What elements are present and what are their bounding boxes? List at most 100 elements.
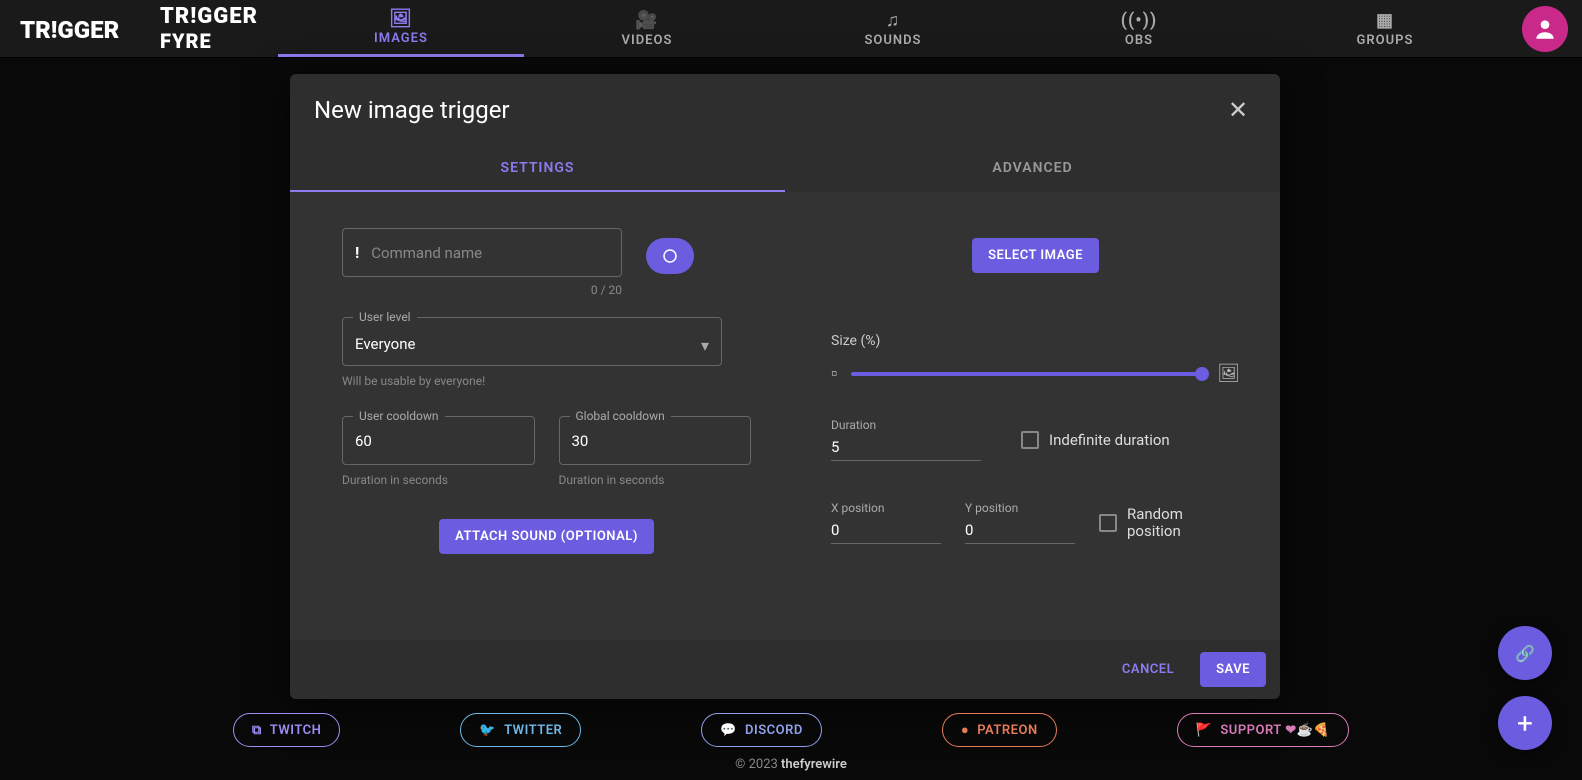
- twitch-link[interactable]: ⧉ TWITCH: [233, 713, 340, 747]
- y-position-field: Y position: [965, 501, 1075, 544]
- size-slider-thumb[interactable]: [1195, 367, 1209, 381]
- random-position-row[interactable]: Randomposition: [1099, 506, 1183, 539]
- support-icon: 🚩: [1196, 723, 1213, 738]
- tab-settings[interactable]: SETTINGS: [290, 146, 785, 192]
- twitch-icon: ⧉: [252, 723, 262, 738]
- attach-sound-row: ATTACH SOUND (OPTIONAL): [342, 519, 751, 554]
- footer: ⧉ TWITCH 🐦TWITTER 💬 DISCORD ● PATREON 🚩 SUPP…: [0, 690, 1582, 780]
- avatar[interactable]: [1522, 6, 1568, 52]
- video-icon: 🎥: [635, 10, 658, 31]
- save-button[interactable]: SAVE: [1200, 652, 1266, 687]
- user-level-label: User level: [353, 310, 417, 324]
- twitch-label: TWITCH: [270, 723, 322, 738]
- image-large-icon: 🖼: [1217, 363, 1240, 384]
- copyright-brand: thefyrewire: [781, 757, 847, 772]
- user-cooldown-label: User cooldown: [353, 409, 445, 423]
- nav-tab-label: OBS: [1125, 33, 1153, 48]
- x-position-label: X position: [831, 501, 941, 515]
- patreon-label: PATREON: [977, 723, 1037, 738]
- discord-icon: 💬: [720, 723, 737, 738]
- twitter-link[interactable]: 🐦TWITTER: [460, 713, 581, 747]
- x-position-field: X position: [831, 501, 941, 544]
- image-small-icon: ▫: [831, 363, 837, 384]
- command-row: ! 0 / 20: [342, 228, 751, 297]
- image-icon: 🖼: [389, 8, 413, 29]
- settings-right-column: SELECT IMAGE Size (%) ▫ 🖼 Duration: [831, 228, 1240, 620]
- copyright: © 2023 thefyrewire: [735, 757, 847, 772]
- cooldown-row: User cooldown Duration in seconds Global…: [342, 416, 751, 487]
- patreon-icon: ●: [961, 722, 969, 738]
- tab-advanced[interactable]: ADVANCED: [785, 146, 1280, 192]
- patreon-link[interactable]: ● PATREON: [942, 713, 1057, 747]
- logo[interactable]: TR!GGER TR!GGERFYRE: [0, 4, 278, 54]
- chevron-down-icon: ▾: [701, 336, 709, 355]
- user-cooldown-wrap[interactable]: User cooldown: [342, 416, 535, 465]
- indefinite-checkbox[interactable]: [1021, 431, 1039, 449]
- command-name-input[interactable]: [371, 244, 571, 262]
- user-level-value: Everyone: [355, 335, 415, 353]
- footer-links: ⧉ TWITCH 🐦TWITTER 💬 DISCORD ● PATREON 🚩 SUPP…: [233, 713, 1349, 747]
- y-position-label: Y position: [965, 501, 1075, 515]
- user-cooldown-helper: Duration in seconds: [342, 473, 535, 487]
- size-label: Size (%): [831, 333, 1240, 349]
- position-row: X position Y position Randomposition: [831, 501, 1240, 544]
- command-prefix: !: [355, 243, 359, 262]
- global-cooldown-helper: Duration in seconds: [559, 473, 752, 487]
- global-cooldown-field: Global cooldown Duration in seconds: [559, 416, 752, 487]
- copyright-prefix: © 2023: [735, 757, 781, 772]
- dialog-body: ! 0 / 20 User level Everyone ▾ Will be u…: [290, 192, 1280, 640]
- user-icon: [1532, 16, 1558, 42]
- nav-tab-label: IMAGES: [374, 31, 428, 46]
- select-image-row: SELECT IMAGE: [831, 238, 1240, 273]
- user-cooldown-input[interactable]: [355, 432, 522, 450]
- user-level-select[interactable]: User level Everyone ▾: [342, 317, 722, 366]
- global-cooldown-input[interactable]: [572, 432, 739, 450]
- support-link[interactable]: 🚩 SUPPORT ❤☕🍕: [1177, 713, 1349, 747]
- nav-tab-label: VIDEOS: [622, 33, 673, 48]
- nav-tab-label: SOUNDS: [864, 33, 921, 48]
- add-fab[interactable]: +: [1498, 696, 1552, 750]
- top-nav: TR!GGER TR!GGERFYRE 🖼 IMAGES 🎥 VIDEOS ♫ …: [0, 0, 1582, 58]
- close-button[interactable]: ✕: [1220, 92, 1256, 128]
- music-icon: ♫: [886, 10, 901, 31]
- user-level-helper: Will be usable by everyone!: [342, 374, 751, 388]
- size-slider-row: ▫ 🖼: [831, 363, 1240, 384]
- grid-icon: ▦: [1376, 10, 1394, 31]
- select-image-button[interactable]: SELECT IMAGE: [972, 238, 1099, 273]
- size-slider[interactable]: [851, 372, 1203, 376]
- user-cooldown-field: User cooldown Duration in seconds: [342, 416, 535, 487]
- global-cooldown-wrap[interactable]: Global cooldown: [559, 416, 752, 465]
- link-fab[interactable]: 🔗: [1498, 626, 1552, 680]
- global-cooldown-label: Global cooldown: [570, 409, 671, 423]
- duration-label: Duration: [831, 418, 981, 432]
- command-name-field[interactable]: !: [342, 228, 622, 277]
- new-image-trigger-dialog: New image trigger ✕ SETTINGS ADVANCED ! …: [290, 74, 1280, 699]
- nav-tab-videos[interactable]: 🎥 VIDEOS: [524, 0, 770, 57]
- indefinite-label: Indefinite duration: [1049, 431, 1170, 449]
- settings-left-column: ! 0 / 20 User level Everyone ▾ Will be u…: [342, 228, 751, 620]
- size-block: Size (%) ▫ 🖼: [831, 333, 1240, 384]
- random-position-checkbox[interactable]: [1099, 514, 1117, 532]
- dialog-title: New image trigger: [314, 96, 510, 124]
- dialog-tabs: SETTINGS ADVANCED: [290, 146, 1280, 192]
- broadcast-icon: ((•)): [1121, 10, 1158, 31]
- nav-tab-images[interactable]: 🖼 IMAGES: [278, 0, 524, 57]
- close-icon: ✕: [1228, 96, 1248, 124]
- x-position-input[interactable]: [831, 515, 941, 544]
- indefinite-duration-row[interactable]: Indefinite duration: [1021, 431, 1170, 449]
- support-label: SUPPORT ❤☕🍕: [1220, 723, 1330, 738]
- svg-text:TR!GGER: TR!GGER: [20, 15, 120, 43]
- duration-field: Duration: [831, 418, 981, 461]
- duration-input[interactable]: [831, 432, 981, 461]
- cancel-button[interactable]: CANCEL: [1106, 652, 1190, 687]
- attach-sound-button[interactable]: ATTACH SOUND (OPTIONAL): [439, 519, 654, 554]
- y-position-input[interactable]: [965, 515, 1075, 544]
- link-icon: 🔗: [1515, 644, 1535, 663]
- discord-label: DISCORD: [745, 723, 803, 738]
- nav-tab-obs[interactable]: ((•)) OBS: [1016, 0, 1262, 57]
- nav-tab-sounds[interactable]: ♫ SOUNDS: [770, 0, 1016, 57]
- reward-toggle-button[interactable]: [646, 238, 694, 274]
- discord-link[interactable]: 💬 DISCORD: [701, 713, 822, 747]
- nav-tab-groups[interactable]: ▦ GROUPS: [1262, 0, 1508, 57]
- duration-row: Duration Indefinite duration: [831, 418, 1240, 461]
